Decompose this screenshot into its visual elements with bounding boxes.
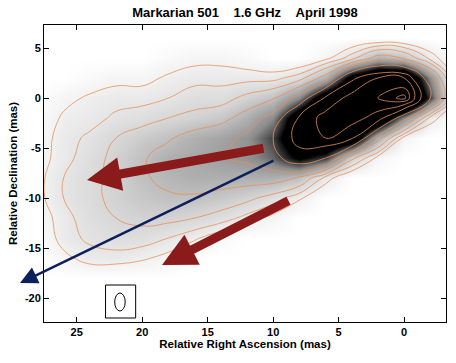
svg-text:Markarian 501 1.6 GHz Ap: Markarian 501 1.6 GHz April 1998 — [132, 5, 357, 20]
svg-text:5: 5 — [336, 326, 342, 338]
svg-text:15: 15 — [202, 326, 214, 338]
svg-text:0: 0 — [401, 326, 407, 338]
svg-text:20: 20 — [136, 326, 148, 338]
svg-text:-5: -5 — [31, 142, 41, 154]
svg-text:10: 10 — [267, 326, 279, 338]
svg-text:25: 25 — [71, 326, 83, 338]
svg-text:-20: -20 — [25, 292, 41, 304]
svg-text:0: 0 — [35, 92, 41, 104]
svg-text:-10: -10 — [25, 192, 41, 204]
svg-text:Relative Declination (mas): Relative Declination (mas) — [7, 102, 19, 245]
svg-text:Relative Right Ascension (mas): Relative Right Ascension (mas) — [159, 338, 331, 350]
svg-text:-15: -15 — [25, 242, 41, 254]
svg-text:5: 5 — [35, 42, 41, 54]
